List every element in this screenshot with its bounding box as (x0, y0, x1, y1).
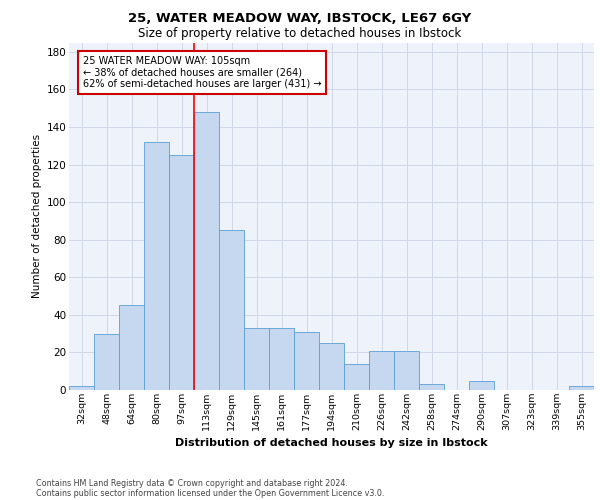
Bar (469, 380, 494, 390)
X-axis label: Distribution of detached houses by size in Ibstock: Distribution of detached houses by size … (175, 438, 488, 448)
Bar (244, 328, 269, 390)
Text: Contains HM Land Registry data © Crown copyright and database right 2024.: Contains HM Land Registry data © Crown c… (36, 478, 348, 488)
Text: 25 WATER MEADOW WAY: 105sqm
← 38% of detached houses are smaller (264)
62% of se: 25 WATER MEADOW WAY: 105sqm ← 38% of det… (83, 56, 321, 89)
Bar (319, 343, 344, 390)
Bar (194, 112, 219, 390)
Bar (169, 155, 194, 390)
Bar (569, 386, 594, 390)
Bar (419, 384, 444, 390)
Bar (344, 364, 369, 390)
Bar (269, 328, 294, 390)
Text: 25, WATER MEADOW WAY, IBSTOCK, LE67 6GY: 25, WATER MEADOW WAY, IBSTOCK, LE67 6GY (128, 12, 472, 26)
Bar (219, 230, 244, 390)
Bar (394, 350, 419, 390)
Bar (294, 332, 319, 390)
Text: Contains public sector information licensed under the Open Government Licence v3: Contains public sector information licen… (36, 488, 385, 498)
Bar (69, 386, 94, 390)
Bar (369, 350, 394, 390)
Y-axis label: Number of detached properties: Number of detached properties (32, 134, 43, 298)
Bar (94, 334, 119, 390)
Text: Size of property relative to detached houses in Ibstock: Size of property relative to detached ho… (139, 28, 461, 40)
Bar (119, 306, 144, 390)
Bar (144, 142, 169, 390)
